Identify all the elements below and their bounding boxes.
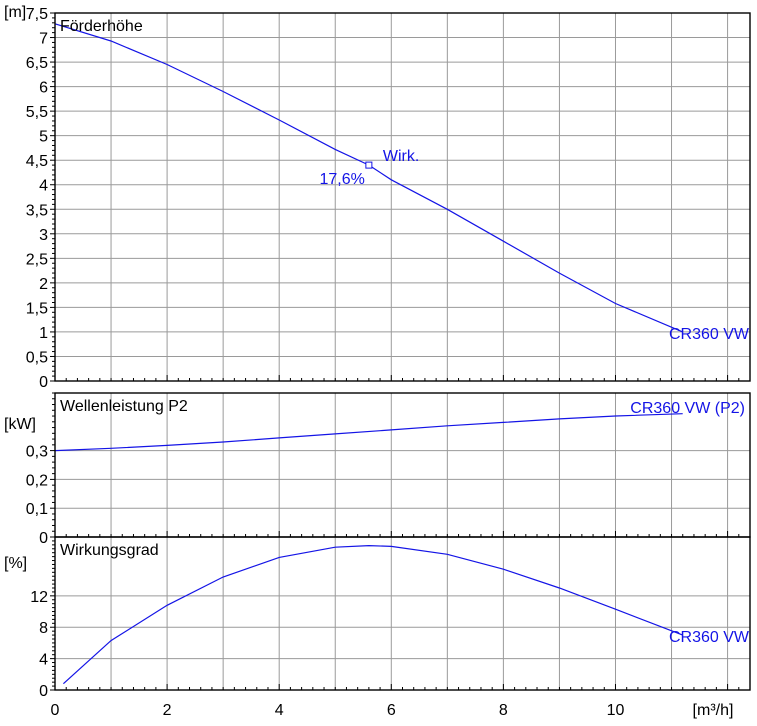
x-tick-label: 4 [275, 702, 284, 719]
panel-title: Wirkungsgrad [60, 542, 159, 559]
panel-title: Wellenleistung P2 [60, 398, 188, 415]
y-tick-label: 0,3 [26, 444, 48, 461]
y-tick-label: 3,5 [26, 202, 48, 219]
frame-layer [54, 12, 751, 691]
panel-frame [54, 12, 751, 382]
curve-layer [54, 23, 683, 685]
y-tick-label: 2 [39, 276, 48, 293]
y-tick-label: 5 [39, 129, 48, 146]
panel-frame [54, 536, 751, 691]
y-tick-label: 5,5 [26, 104, 48, 121]
y-tick-label: 7,5 [26, 6, 48, 23]
annotation-label: Wirk. [383, 148, 419, 165]
y-tick-label: 0,1 [26, 501, 48, 518]
operating-point-marker [365, 161, 373, 169]
y-tick-label: 6,5 [26, 55, 48, 72]
y-tick-label: 1 [39, 325, 48, 342]
y-tick-label: 2,5 [26, 251, 48, 268]
y-tick-label: 8 [39, 620, 48, 637]
x-tick-label: 6 [387, 702, 396, 719]
x-tick-label: 2 [163, 702, 172, 719]
y-tick-label: 0 [39, 683, 48, 700]
y-tick-label: 0 [39, 374, 48, 391]
x-tick-label: 10 [607, 702, 625, 719]
y-tick-label: 4,5 [26, 153, 48, 170]
series-line [62, 544, 683, 685]
tick-layer [50, 12, 751, 691]
y-tick-label: 0,5 [26, 349, 48, 366]
text-layer: 0 0,5 1 1,5 2 2,5 3 3,5 4 4,5 5 5,5 6 6,5 7 7,5 Förderhö… [4, 4, 750, 719]
y-tick-label: 12 [30, 589, 48, 606]
series-line [54, 23, 683, 333]
series-line [54, 413, 683, 452]
x-unit-label: [m³/h] [693, 702, 734, 719]
series-label: CR360 VW [669, 629, 750, 646]
y-tick-label: 1,5 [26, 300, 48, 317]
panel-title: Förderhöhe [60, 18, 143, 35]
y-tick-label: 4 [39, 652, 48, 669]
x-tick-label: 8 [499, 702, 508, 719]
y-tick-label: 3 [39, 227, 48, 244]
y-unit-label: [%] [4, 555, 27, 572]
y-tick-label: 0 [39, 530, 48, 547]
y-tick-label: 4 [39, 178, 48, 195]
y-tick-label: 0,2 [26, 472, 48, 489]
x-tick-label: 0 [51, 702, 60, 719]
y-unit-label: [m] [4, 4, 26, 21]
y-tick-label: 7 [39, 31, 48, 48]
grid-layer [55, 12, 750, 690]
series-label: CR360 VW (P2) [630, 400, 745, 417]
series-label: CR360 VW [669, 326, 750, 343]
y-tick-label: 6 [39, 80, 48, 97]
y-unit-label: [kW] [4, 416, 36, 433]
annotation-label: 17,6% [319, 171, 364, 188]
